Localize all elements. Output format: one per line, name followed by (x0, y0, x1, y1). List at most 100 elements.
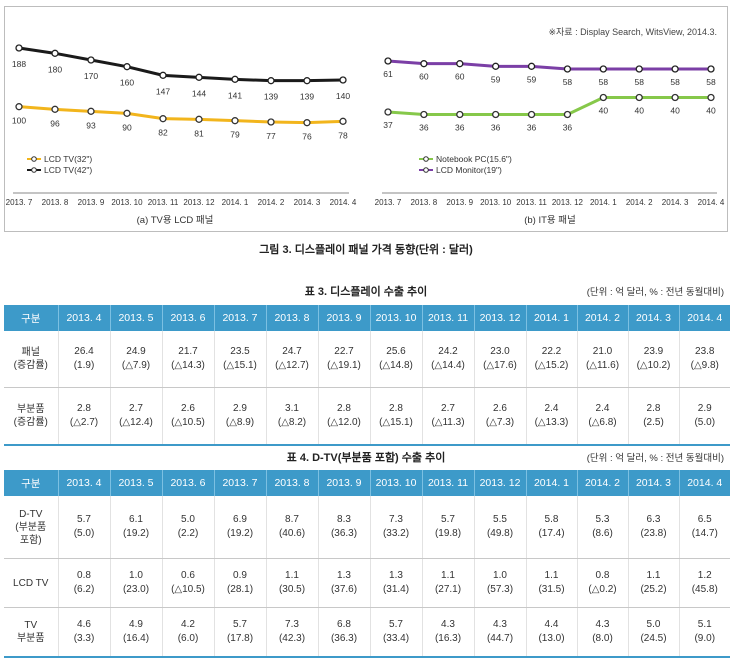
table-cell: 24.9 (△7.9) (109, 331, 162, 388)
cell-value: 4.3 (493, 619, 507, 630)
data-label: 37 (383, 120, 393, 130)
table-cell: 3.1 (△8.2) (265, 387, 318, 446)
table-cell: 5.1 (9.0) (678, 607, 730, 658)
chart-subtitle: (b) IT용 패널 (524, 215, 576, 226)
column-header-month: 2013. 8 (265, 470, 318, 496)
table-cell: 0.6 (△10.5) (161, 558, 214, 608)
table-cell: 4.4 (13.0) (525, 607, 577, 658)
data-label: 59 (491, 74, 501, 84)
cell-value: 24.9 (126, 346, 146, 357)
data-point (123, 63, 131, 71)
table-row: 패널 (증감률) 26.4 (1.9) 24.9 (△7.9) 21.7 (△14.3) 23.… (4, 331, 730, 388)
series-line (387, 96, 711, 116)
cell-change-rate: (△14.3) (171, 360, 205, 371)
data-label: 58 (599, 77, 609, 87)
cell-change-rate: (8.0) (592, 633, 613, 644)
x-tick-label: 2014. 4 (698, 198, 725, 207)
row-label-line: 패널 (21, 347, 40, 358)
data-label: 82 (158, 128, 168, 138)
cell-change-rate: (△12.0) (327, 417, 361, 428)
cell-change-rate: (△10.5) (171, 584, 205, 595)
series-line (387, 59, 711, 71)
cell-value: 1.1 (544, 570, 559, 581)
cell-change-rate: (36.3) (330, 528, 358, 539)
cell-value: 8.3 (337, 514, 351, 525)
data-label: 170 (84, 71, 98, 81)
cell-value: 5.0 (181, 514, 195, 525)
cell-value: 6.8 (337, 619, 351, 630)
cell-change-rate: (13.0) (538, 633, 565, 644)
cell-change-rate: (△0.2) (588, 584, 617, 595)
x-tick-label: 2014. 3 (294, 198, 321, 207)
table-cell: 8.3 (36.3) (317, 496, 370, 559)
cell-change-rate: (25.2) (640, 584, 667, 595)
row-label-line: 부분품 (16, 633, 45, 644)
legend-label: LCD TV(32") (44, 154, 92, 164)
table-cell: 8.7 (40.6) (265, 496, 318, 559)
cell-value: 6.5 (697, 514, 712, 525)
x-tick-label: 2013. 8 (42, 198, 69, 207)
table-cell: 2.9 (△8.9) (213, 387, 266, 446)
cell-value: 0.6 (181, 570, 195, 581)
data-label: 36 (563, 123, 573, 133)
cell-value: 4.3 (595, 619, 610, 630)
column-header-month: 2013. 6 (161, 305, 214, 331)
row-label-line: (증감률) (13, 417, 48, 428)
cell-change-rate: (31.4) (382, 584, 410, 595)
x-tick-label: 2014. 4 (330, 198, 357, 207)
cell-change-rate: (1.9) (73, 360, 95, 371)
data-point (635, 93, 643, 102)
table-cell: 21.0 (△11.6) (576, 331, 628, 388)
cell-value: 8.7 (285, 514, 299, 525)
cell-value: 5.3 (595, 514, 610, 525)
table-cell: 6.5 (14.7) (678, 496, 730, 559)
cell-change-rate: (△14.8) (379, 360, 413, 371)
table-cell: 25.6 (△14.8) (369, 331, 422, 388)
column-header-month: 2013. 8 (265, 305, 318, 331)
cell-change-rate: (△15.2) (534, 360, 569, 371)
table-cell: 5.7 (5.0) (57, 496, 110, 559)
legend-marker (31, 156, 37, 162)
cell-value: 4.9 (129, 619, 143, 630)
cell-value: 23.8 (695, 346, 715, 357)
cell-value: 5.1 (697, 619, 712, 630)
table-cell: 1.2 (45.8) (678, 558, 730, 608)
cell-value: 4.3 (441, 619, 455, 630)
data-label: 180 (48, 64, 62, 74)
row-label-line: (증감률) (13, 360, 48, 371)
data-point (51, 105, 59, 113)
data-point (15, 103, 23, 111)
data-label: 81 (194, 128, 204, 138)
cell-value: 2.7 (129, 403, 143, 414)
table-row: 부분품 (증감률) 2.8 (△2.7) 2.7 (△12.4) 2.6 (△10.5) 2.9… (4, 387, 730, 446)
row-label-line: 부분품 (16, 404, 45, 415)
column-header-month: 2013. 5 (109, 305, 162, 331)
x-tick-label: 2014. 3 (662, 198, 689, 207)
cell-change-rate: (△13.3) (534, 417, 569, 428)
cell-change-rate: (△10.2) (636, 360, 671, 371)
cell-change-rate: (6.2) (73, 584, 95, 595)
data-label: 58 (634, 77, 644, 87)
cell-change-rate: (9.0) (694, 633, 716, 644)
cell-change-rate: (△15.1) (379, 417, 413, 428)
cell-change-rate: (6.0) (177, 633, 199, 644)
cell-value: 23.0 (490, 346, 510, 357)
data-point (303, 119, 311, 127)
cell-value: 5.8 (544, 514, 559, 525)
table-cell: 1.0 (23.0) (109, 558, 162, 608)
table-cell: 23.8 (△9.8) (678, 331, 730, 388)
data-label: 40 (634, 106, 644, 116)
data-label: 144 (192, 88, 206, 98)
cell-value: 1.1 (646, 570, 661, 581)
data-label: 40 (670, 106, 680, 116)
table-cell: 5.7 (33.4) (369, 607, 422, 658)
cell-change-rate: (17.8) (226, 633, 254, 644)
table-row: LCD TV 0.8 (6.2) 1.0 (23.0) 0.6 (△10.5) 0.9 (28.… (4, 558, 730, 608)
table-cell: 5.8 (17.4) (525, 496, 577, 559)
table-cell: 7.3 (33.2) (369, 496, 422, 559)
data-point (384, 57, 392, 65)
cell-value: 2.6 (493, 403, 507, 414)
row-label: TV 부분품 (4, 607, 58, 658)
data-point (87, 56, 95, 64)
cell-value: 4.6 (77, 619, 91, 630)
